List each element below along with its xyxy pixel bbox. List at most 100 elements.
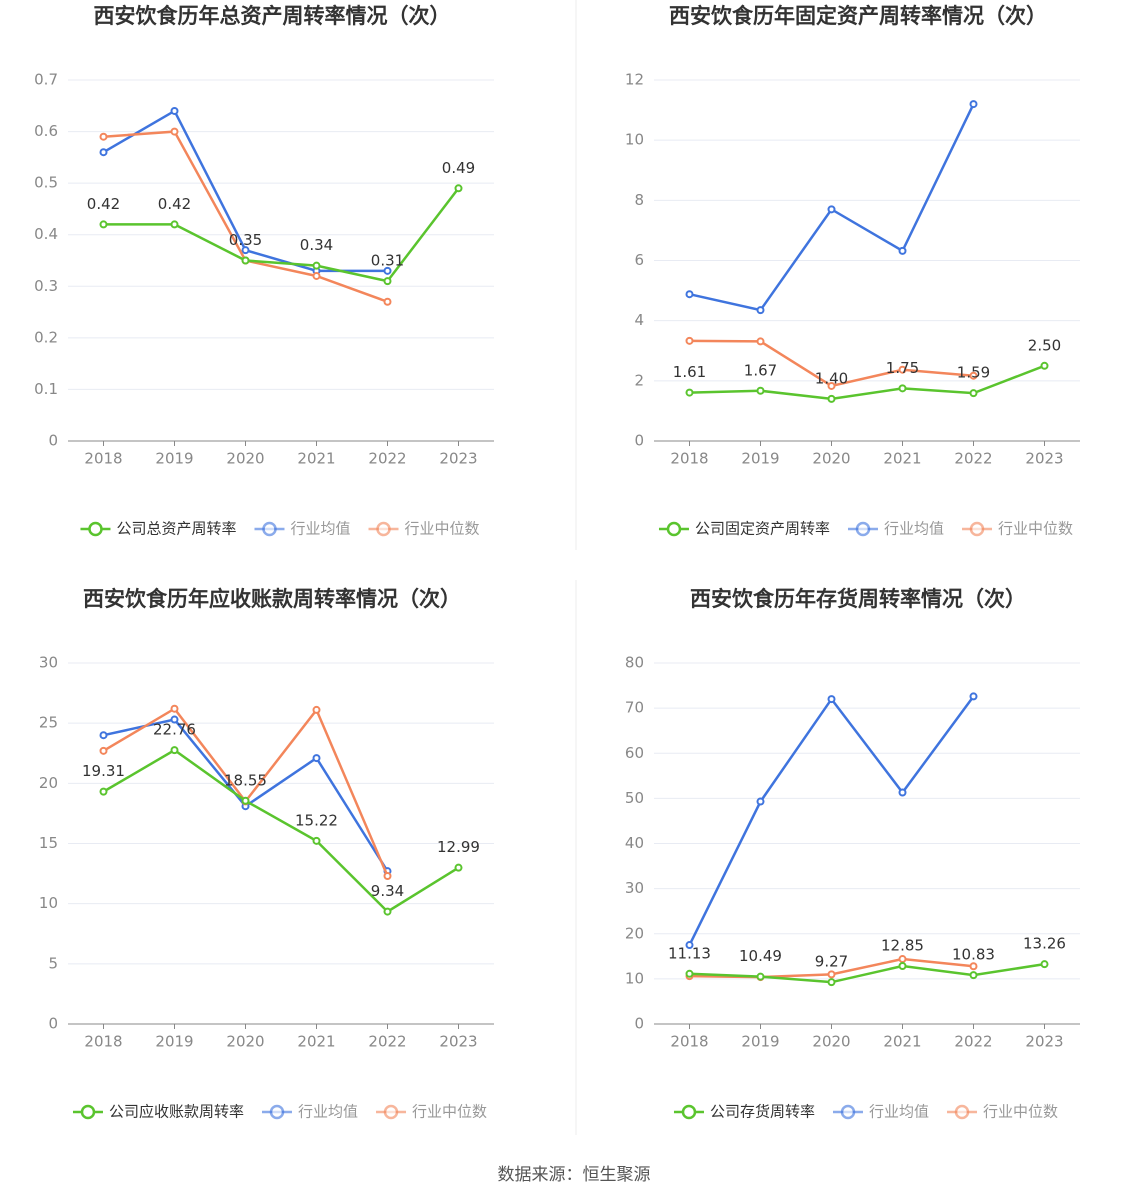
legend-label: 公司存货周转率 [710, 1103, 815, 1121]
x-tick-label: 2018 [670, 450, 708, 468]
y-tick-label: 2 [634, 371, 644, 389]
chart: 西安饮食历年应收账款周转率情况（次） 0 5 10 15 20 25 30 2018 2019 20… [39, 587, 494, 1121]
data-point [312, 754, 321, 763]
x-tick-label: 2023 [439, 1033, 477, 1051]
legend: 公司固定资产周转率 行业均值 行业中位数 [658, 520, 1073, 538]
legend-label: 行业中位数 [412, 1103, 487, 1121]
data-point [898, 246, 907, 255]
legend-item[interactable]: 行业中位数 [376, 1103, 487, 1121]
data-label: 12.99 [437, 838, 480, 856]
data-label: 9.34 [371, 882, 404, 900]
legend-label: 行业均值 [290, 520, 350, 538]
y-tick-label: 0 [634, 1015, 644, 1033]
legend-item[interactable]: 行业中位数 [962, 520, 1073, 538]
chart-title: 西安饮食历年总资产周转率情况（次） [94, 4, 451, 28]
y-tick-label: 60 [625, 744, 644, 762]
data-point [454, 863, 463, 872]
data-point [99, 220, 108, 229]
y-tick-label: 0.7 [34, 71, 58, 89]
legend-label: 行业均值 [869, 1103, 929, 1121]
legend-marker [954, 1104, 970, 1120]
y-tick-label: 12 [625, 71, 644, 89]
x-tick-label: 2022 [954, 1033, 992, 1051]
x-tick-label: 2018 [84, 450, 122, 468]
legend-item[interactable]: 公司应收账款周转率 [72, 1103, 244, 1121]
data-label: 1.59 [957, 364, 990, 382]
legend-label: 公司应收账款周转率 [109, 1103, 244, 1121]
data-point [756, 337, 765, 346]
x-tick-label: 2019 [155, 1033, 193, 1051]
data-point [827, 978, 836, 987]
y-tick-label: 0.3 [34, 277, 58, 295]
chart: 西安饮食历年总资产周转率情况（次） 0 0.1 0.2 0.3 0.4 0.5 0.6 0.7 2… [34, 4, 494, 538]
data-point [827, 381, 836, 390]
data-point [99, 787, 108, 796]
data-label: 2.50 [1028, 336, 1061, 354]
data-label: 0.34 [300, 236, 333, 254]
legend-marker [262, 521, 277, 537]
chart-title: 西安饮食历年应收账款周转率情况（次） [83, 587, 461, 611]
y-tick-label: 0.1 [34, 380, 58, 398]
legend-item[interactable]: 行业均值 [261, 1103, 358, 1121]
legend-marker [855, 521, 871, 537]
y-tick-label: 0 [634, 432, 644, 450]
y-tick-label: 0.5 [34, 174, 58, 192]
data-point [969, 971, 978, 980]
data-label: 10.83 [952, 946, 995, 964]
legend-marker [88, 521, 103, 537]
x-tick-label: 2022 [954, 450, 992, 468]
y-tick-label: 10 [39, 894, 58, 912]
data-point [383, 277, 392, 286]
y-tick-label: 0 [48, 432, 58, 450]
data-point [99, 148, 108, 157]
data-point [898, 365, 907, 374]
legend-item[interactable]: 行业均值 [254, 520, 351, 538]
data-point [898, 962, 907, 971]
data-point [383, 871, 392, 880]
y-tick-label: 4 [634, 311, 644, 329]
legend-item[interactable]: 行业均值 [847, 520, 944, 538]
legend-item[interactable]: 公司存货周转率 [673, 1103, 815, 1121]
legend-item[interactable]: 行业中位数 [368, 520, 480, 538]
legend-item[interactable]: 行业均值 [832, 1103, 929, 1121]
chart: 西安饮食历年存货周转率情况（次） 0 10 20 30 40 50 60 70 80 2018 201… [625, 587, 1080, 1121]
data-point [685, 969, 694, 978]
data-point [969, 962, 978, 971]
y-tick-label: 0.6 [34, 122, 58, 140]
legend-marker [269, 1104, 285, 1120]
data-point [241, 256, 250, 265]
x-tick-label: 2018 [84, 1033, 122, 1051]
data-point [898, 788, 907, 797]
data-point [756, 972, 765, 981]
data-label: 1.61 [673, 363, 706, 381]
legend-marker [376, 521, 391, 537]
series-line [103, 130, 388, 303]
data-point [827, 205, 836, 214]
y-tick-label: 70 [625, 699, 644, 717]
y-tick-label: 10 [625, 969, 644, 987]
legend-item[interactable]: 行业中位数 [947, 1103, 1058, 1121]
legend-label: 行业中位数 [998, 520, 1073, 538]
x-tick-label: 2022 [368, 450, 406, 468]
data-label: 12.85 [881, 937, 924, 955]
legend-marker [840, 1104, 856, 1120]
series-line [688, 695, 975, 946]
data-label: 1.40 [815, 369, 848, 387]
legend-label: 行业均值 [884, 520, 944, 538]
y-tick-label: 30 [39, 654, 58, 672]
data-point [383, 297, 392, 306]
legend-item[interactable]: 公司总资产周转率 [80, 520, 236, 538]
x-tick-label: 2021 [297, 1033, 335, 1051]
x-tick-label: 2021 [883, 1033, 921, 1051]
data-point [312, 261, 321, 270]
y-tick-label: 8 [634, 191, 644, 209]
data-point [312, 271, 321, 280]
legend-label: 行业均值 [298, 1103, 358, 1121]
series-line [103, 718, 389, 872]
source: 数据来源：恒生聚源 [498, 1165, 651, 1185]
y-tick-label: 6 [634, 251, 644, 269]
legend-item[interactable]: 公司固定资产周转率 [658, 520, 830, 538]
data-point [969, 389, 978, 398]
y-tick-label: 0 [48, 1015, 58, 1033]
